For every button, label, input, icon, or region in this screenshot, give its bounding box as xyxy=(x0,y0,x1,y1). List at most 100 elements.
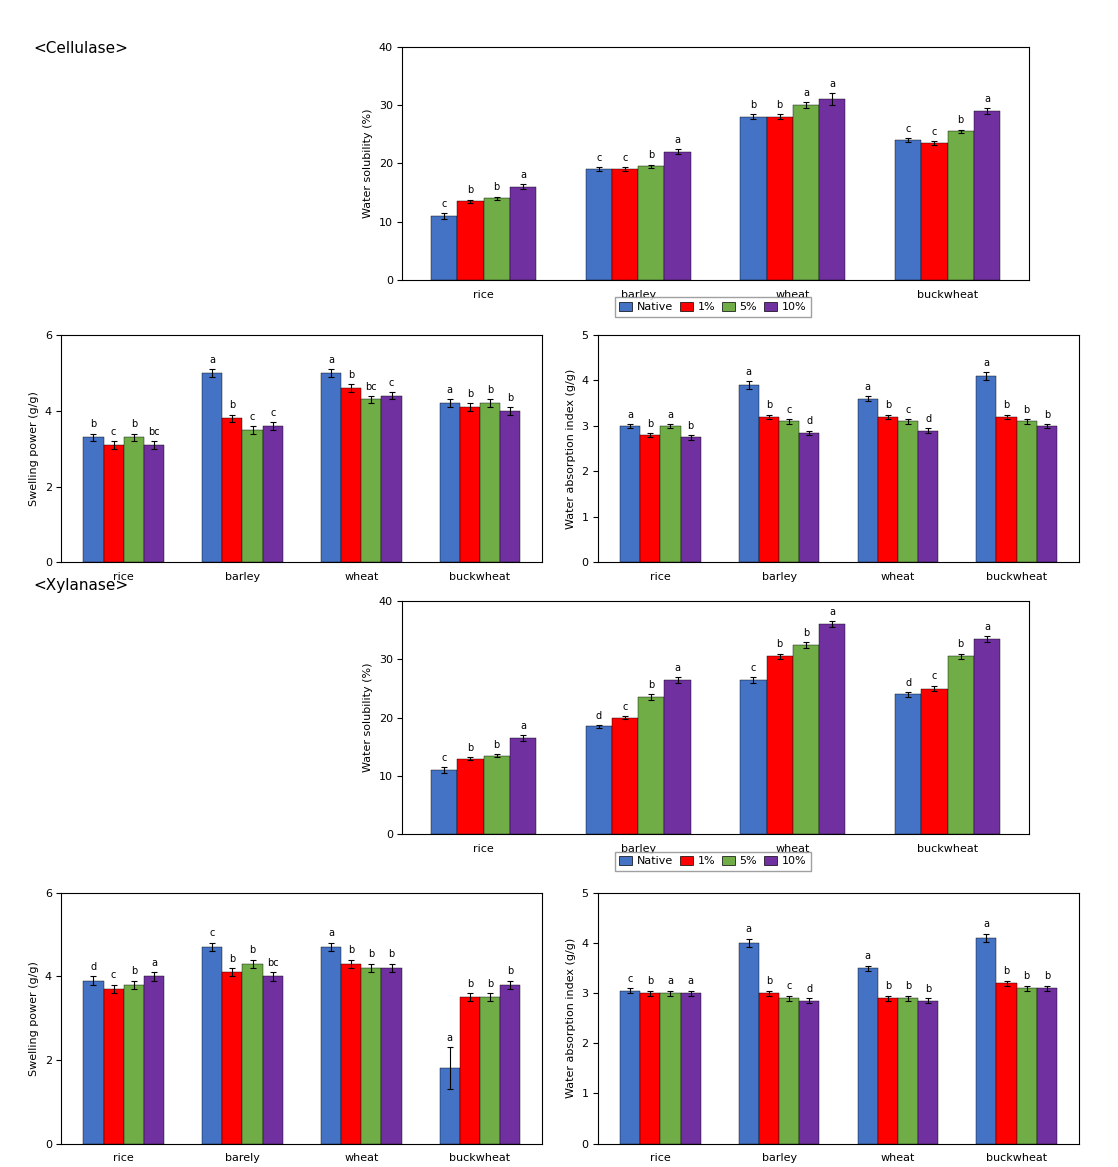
Bar xyxy=(767,117,793,280)
Text: a: a xyxy=(151,958,157,967)
Text: b: b xyxy=(803,628,809,637)
Text: c: c xyxy=(596,153,601,163)
Bar xyxy=(381,969,401,1144)
Bar xyxy=(779,421,799,562)
Bar xyxy=(894,694,921,834)
Bar xyxy=(681,438,701,562)
Text: a: a xyxy=(864,383,871,392)
Bar xyxy=(740,117,767,280)
Text: b: b xyxy=(777,640,783,649)
Bar xyxy=(793,105,819,280)
Bar xyxy=(459,407,480,562)
Bar xyxy=(739,385,759,562)
Bar xyxy=(500,985,520,1144)
Bar xyxy=(793,644,819,834)
Bar xyxy=(739,943,759,1144)
Legend: Native, 1%, 5%, 10%: Native, 1%, 5%, 10% xyxy=(615,298,811,316)
Text: c: c xyxy=(209,929,215,938)
Bar xyxy=(878,998,898,1144)
Bar xyxy=(263,426,283,562)
Text: a: a xyxy=(674,663,681,672)
Text: b: b xyxy=(487,385,493,396)
Bar xyxy=(430,770,457,834)
Text: c: c xyxy=(931,127,937,137)
Bar xyxy=(263,977,283,1144)
Bar xyxy=(586,169,612,280)
Bar xyxy=(84,980,104,1144)
Bar xyxy=(620,426,641,562)
Bar xyxy=(681,993,701,1144)
Bar xyxy=(361,399,381,562)
Text: d: d xyxy=(806,417,813,426)
Text: b: b xyxy=(131,419,136,429)
Text: b: b xyxy=(688,421,694,431)
Text: a: a xyxy=(688,976,693,986)
Text: c: c xyxy=(787,981,792,991)
Bar xyxy=(898,998,918,1144)
Bar xyxy=(898,421,918,562)
Y-axis label: Water absorption index (g/g): Water absorption index (g/g) xyxy=(566,369,576,529)
Bar xyxy=(1036,988,1057,1144)
Legend: Native, 1%, 5%, 10%: Native, 1%, 5%, 10% xyxy=(615,852,811,871)
Bar xyxy=(381,396,401,562)
Text: b: b xyxy=(925,984,931,993)
Text: b: b xyxy=(766,976,773,986)
Text: b: b xyxy=(777,100,783,110)
Text: b: b xyxy=(467,186,474,195)
Bar xyxy=(480,998,500,1144)
Text: d: d xyxy=(91,962,96,972)
Text: b: b xyxy=(1004,400,1010,411)
Bar xyxy=(124,438,144,562)
Text: b: b xyxy=(229,400,236,411)
Y-axis label: Water solubility (%): Water solubility (%) xyxy=(363,663,373,773)
Text: b: b xyxy=(957,116,964,125)
Bar xyxy=(894,140,921,280)
Text: b: b xyxy=(348,945,354,955)
Text: a: a xyxy=(328,355,334,365)
Text: a: a xyxy=(803,88,809,98)
Y-axis label: Water absorption index (g/g): Water absorption index (g/g) xyxy=(566,938,576,1098)
Text: b: b xyxy=(1004,966,1010,976)
Y-axis label: Swelling power (g/g): Swelling power (g/g) xyxy=(29,391,39,506)
Bar xyxy=(858,967,878,1144)
Y-axis label: Water solubility (%): Water solubility (%) xyxy=(363,109,373,218)
Text: b: b xyxy=(493,182,500,193)
Bar xyxy=(638,166,664,280)
Text: b: b xyxy=(1024,971,1030,981)
Bar xyxy=(459,998,480,1144)
Text: b: b xyxy=(766,400,773,411)
Text: c: c xyxy=(750,663,756,672)
Text: c: c xyxy=(787,405,792,415)
Bar xyxy=(612,718,638,834)
Text: a: a xyxy=(984,622,989,631)
Bar xyxy=(457,201,483,280)
Text: b: b xyxy=(648,680,654,690)
Text: bc: bc xyxy=(149,427,160,436)
Text: a: a xyxy=(520,721,525,731)
Bar xyxy=(483,756,510,834)
Bar xyxy=(510,738,537,834)
Text: a: a xyxy=(746,368,751,377)
Text: d: d xyxy=(925,414,931,424)
Text: b: b xyxy=(884,981,891,991)
Text: a: a xyxy=(674,135,681,145)
Bar xyxy=(457,759,483,834)
Bar xyxy=(799,433,819,562)
Text: b: b xyxy=(1044,971,1050,981)
Text: b: b xyxy=(348,370,354,380)
Bar xyxy=(974,111,1001,280)
Bar xyxy=(767,656,793,834)
Bar xyxy=(641,993,661,1144)
Text: c: c xyxy=(389,378,395,387)
Bar xyxy=(638,697,664,834)
Text: a: a xyxy=(864,951,871,960)
Text: b: b xyxy=(467,979,473,988)
Bar xyxy=(510,187,537,280)
Text: b: b xyxy=(508,966,513,976)
Text: bc: bc xyxy=(267,958,278,967)
Text: d: d xyxy=(806,984,813,993)
Text: a: a xyxy=(627,410,633,420)
Bar xyxy=(661,993,681,1144)
Text: a: a xyxy=(746,924,751,935)
Text: c: c xyxy=(931,671,937,682)
